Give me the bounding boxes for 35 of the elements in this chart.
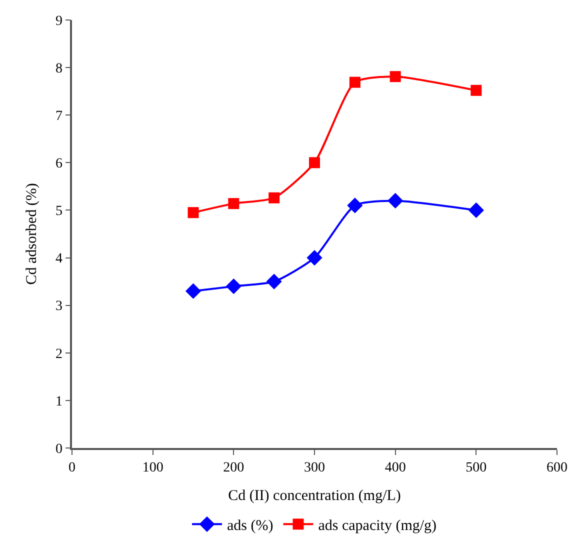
y-tick-label: 3: [55, 299, 62, 314]
x-tick-label: 300: [304, 460, 325, 476]
y-tick-label: 4: [55, 252, 62, 267]
x-axis-title: Cd (II) concentration (mg/L): [228, 488, 401, 504]
legend-label: ads (%): [227, 518, 274, 534]
y-tick-label: 1: [55, 394, 62, 410]
point: [306, 250, 322, 266]
point: [268, 192, 280, 204]
x-tick-label: 500: [466, 460, 487, 476]
point: [226, 278, 242, 294]
point: [309, 157, 320, 168]
y-tick-label: 6: [55, 156, 62, 172]
y-tick-label: 8: [55, 61, 62, 76]
y-axis-title: Cd adsorbed (%): [24, 183, 40, 285]
x-tick-label: 100: [142, 460, 164, 476]
y-tick-label: 0: [55, 442, 62, 457]
point: [347, 198, 363, 214]
point: [388, 192, 404, 209]
x-tick-label: 0: [68, 460, 76, 476]
point: [228, 198, 240, 210]
point: [185, 283, 202, 299]
point: [349, 76, 360, 88]
y-tick-label: 2: [55, 346, 62, 362]
point: [470, 84, 482, 96]
y-tick-label: 9: [55, 14, 62, 29]
legend-label: ads capacity (mg/g): [318, 518, 437, 534]
x-tick-label: 600: [546, 460, 568, 476]
x-tick-label: 400: [384, 460, 406, 476]
x-tick-label: 200: [223, 460, 244, 476]
point: [468, 202, 484, 218]
point: [188, 207, 199, 218]
point: [266, 274, 282, 290]
y-tick-label: 7: [55, 109, 62, 124]
y-tick-label: 5: [55, 204, 62, 220]
point: [390, 71, 401, 82]
